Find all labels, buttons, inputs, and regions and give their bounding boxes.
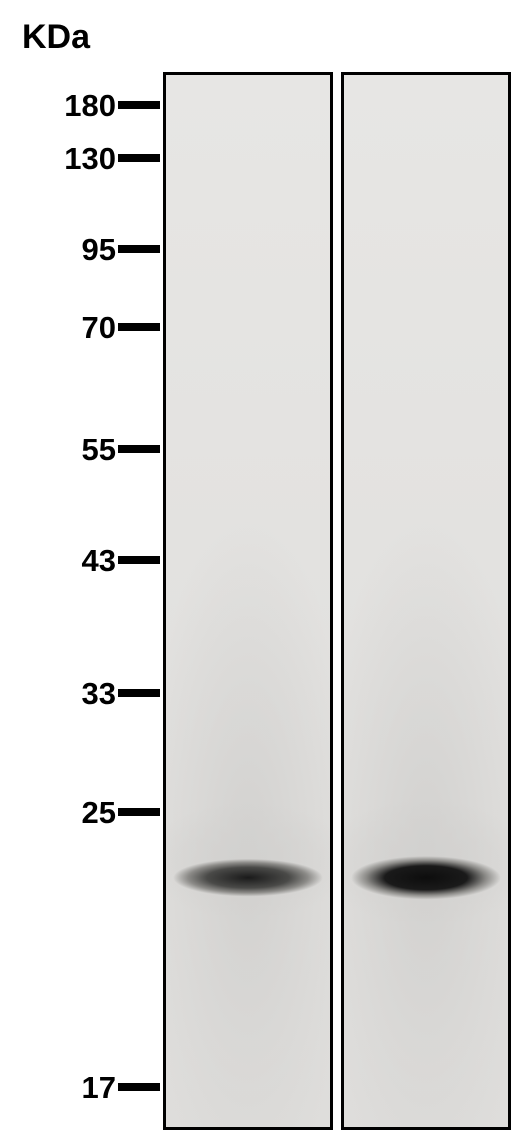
blot-lane-2	[341, 72, 511, 1130]
marker-label-70: 70	[0, 310, 116, 346]
lane-background	[344, 75, 508, 1127]
marker-label-17: 17	[0, 1070, 116, 1106]
marker-label-95: 95	[0, 232, 116, 268]
marker-tick-33	[118, 689, 160, 697]
marker-label-43: 43	[0, 543, 116, 579]
marker-label-25: 25	[0, 795, 116, 831]
marker-tick-130	[118, 154, 160, 162]
marker-tick-43	[118, 556, 160, 564]
marker-tick-25	[118, 808, 160, 816]
protein-band	[348, 847, 504, 907]
marker-tick-180	[118, 101, 160, 109]
marker-tick-70	[118, 323, 160, 331]
protein-band	[170, 851, 326, 903]
blot-lane-1	[163, 72, 333, 1130]
marker-tick-17	[118, 1083, 160, 1091]
lane-background	[166, 75, 330, 1127]
unit-label: KDa	[22, 18, 90, 57]
marker-label-130: 130	[0, 141, 116, 177]
marker-label-180: 180	[0, 88, 116, 124]
marker-label-33: 33	[0, 676, 116, 712]
marker-tick-55	[118, 445, 160, 453]
marker-label-55: 55	[0, 432, 116, 468]
marker-tick-95	[118, 245, 160, 253]
